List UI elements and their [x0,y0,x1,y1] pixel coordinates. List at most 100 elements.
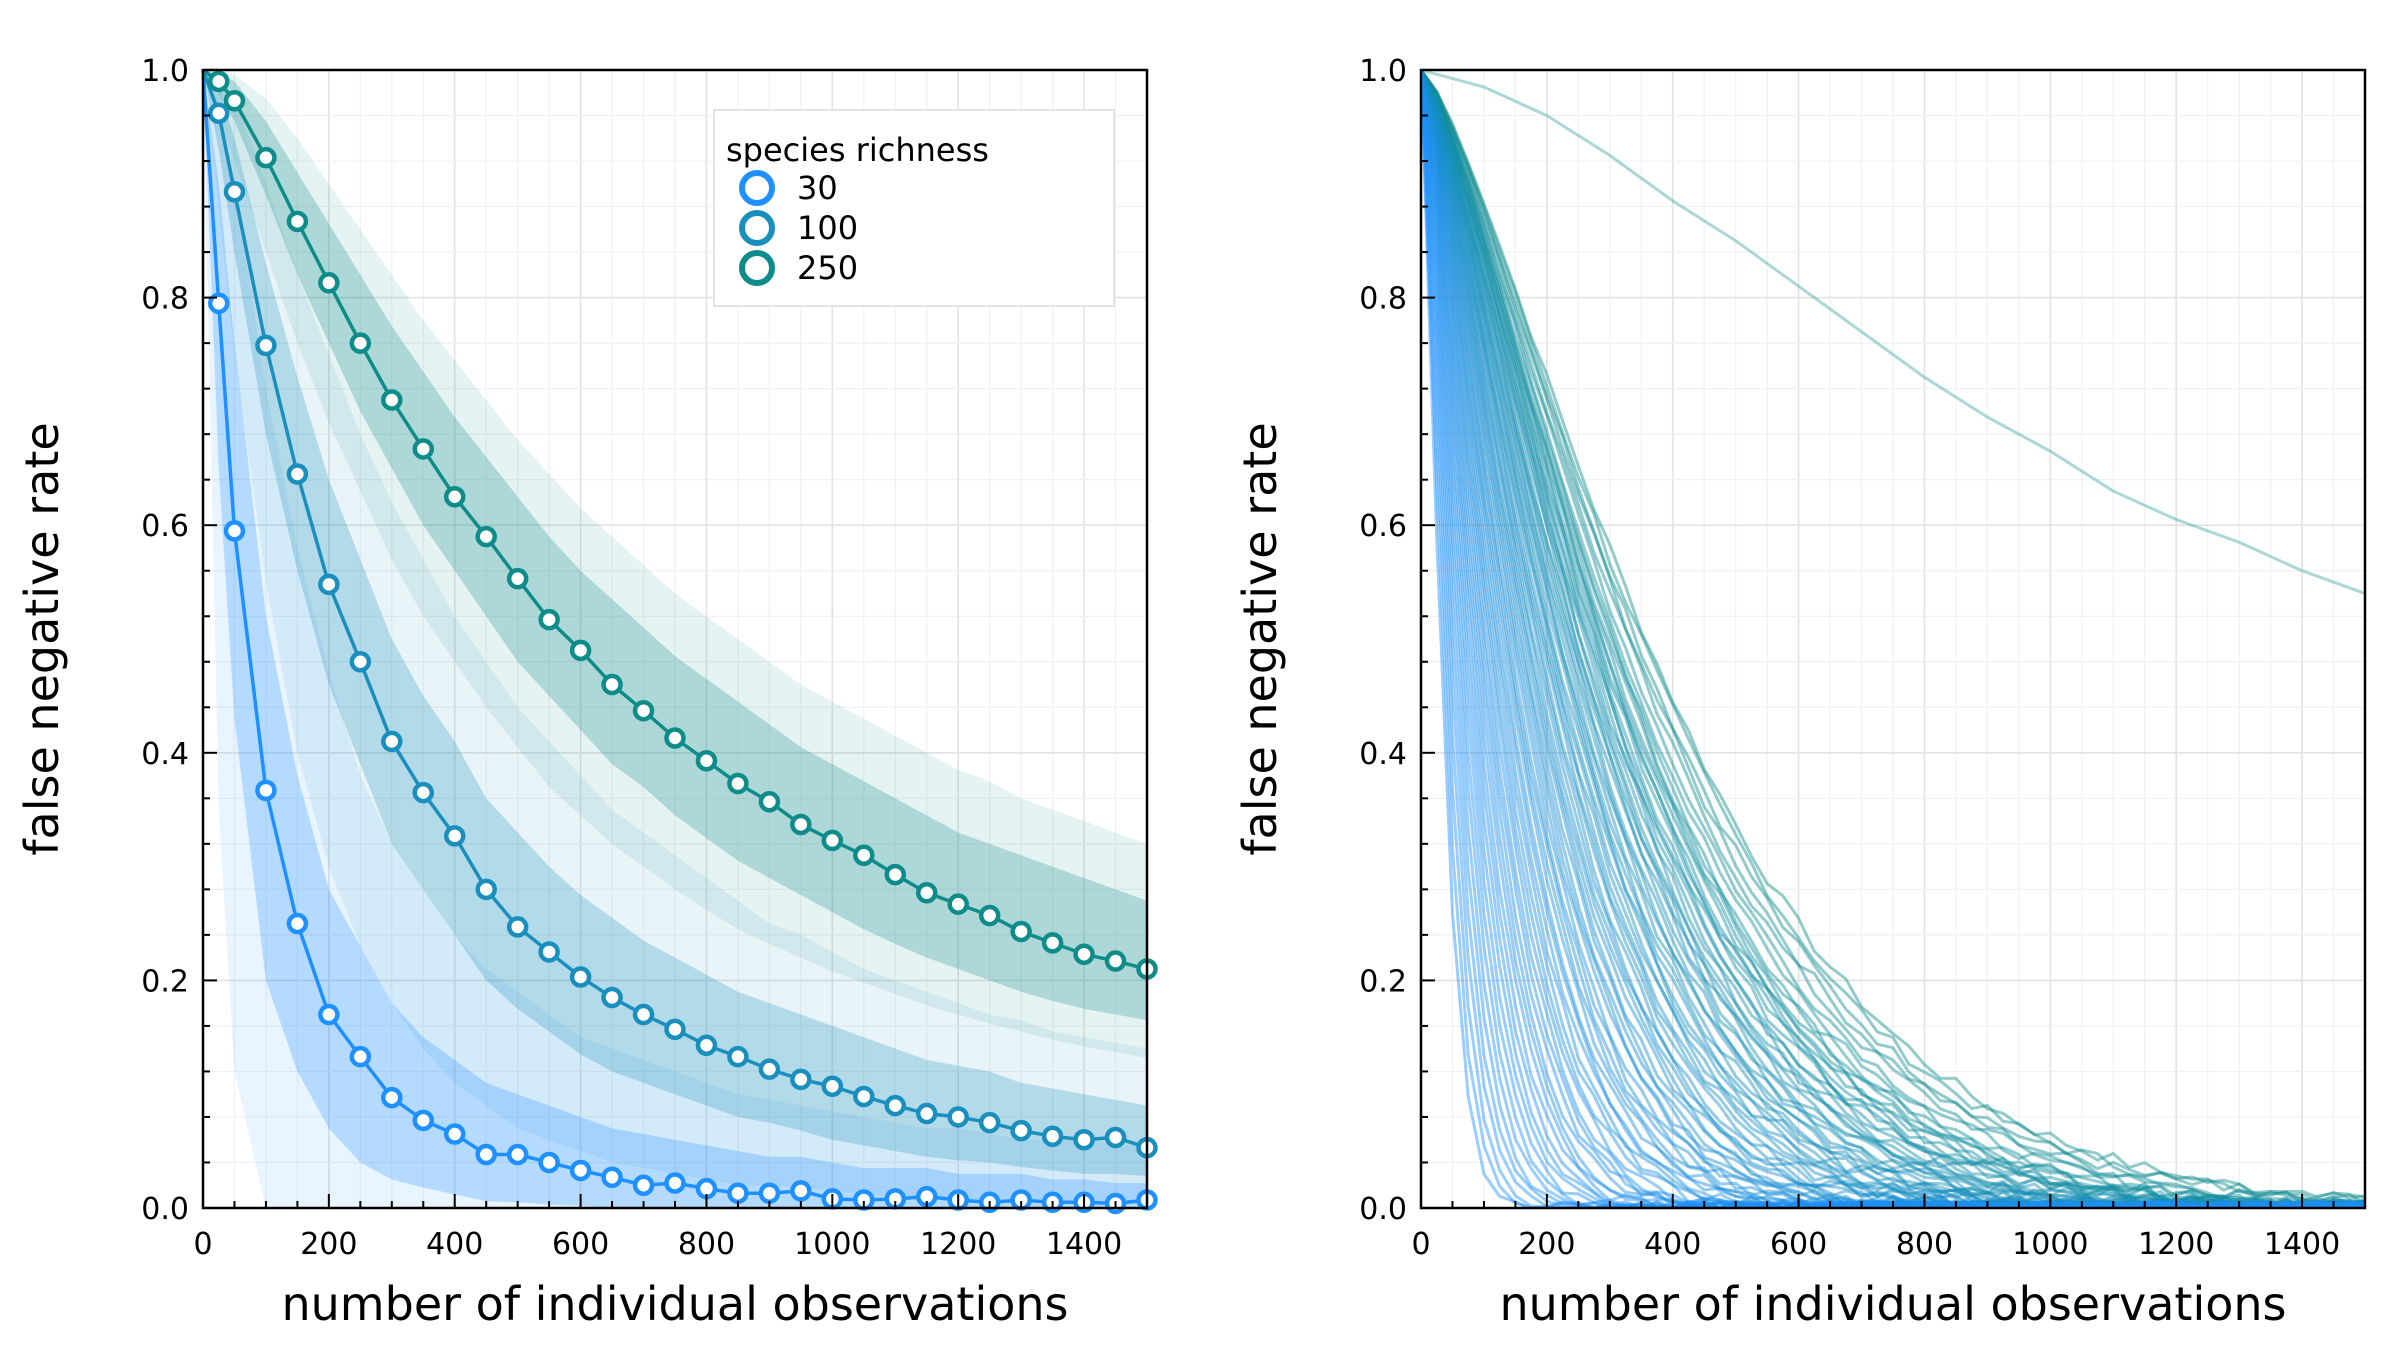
data-point-30 [475,1143,497,1166]
data-point-250 [443,486,466,508]
legend-box [713,109,1115,307]
data-point-100 [915,1102,938,1125]
x-tick-label: 600 [552,1227,609,1262]
x-tick-label: 0 [193,1227,212,1262]
data-point-250 [727,772,749,795]
data-point-250 [207,70,230,93]
realization-line [1421,70,2365,1206]
left-x-axis-label: number of individual observations [282,1277,1069,1331]
data-point-250 [884,863,907,886]
realization-line [1421,70,2365,1208]
x-tick-label: 1200 [2138,1227,2214,1262]
left-tick-labels: 0 200 400 600 800 1000 1200 1400 0.0 0.2 0.4 0.6 0.8… [141,54,1122,1262]
data-point-100 [569,966,592,988]
data-point-250 [915,882,938,904]
data-point-250 [223,89,246,112]
data-point-100 [1073,1128,1095,1151]
y-tick-label: 0.2 [1359,964,1407,999]
legend-marker-100 [739,210,775,246]
realization-line [1421,70,2365,1208]
data-point-100 [412,781,435,804]
right-axis-ticks [1420,69,2366,1209]
realization-line [1421,70,2365,1208]
y-tick-label: 0.4 [1359,737,1407,772]
right-x-axis-label: number of individual observations [1500,1277,2287,1331]
data-point-100 [853,1085,875,1108]
data-point-30 [443,1123,466,1145]
y-tick-label: 0.2 [141,964,189,999]
data-point-100 [223,181,246,203]
outlier-realization-line [1421,70,2365,595]
data-point-30 [538,1151,560,1174]
data-point-250 [790,813,812,836]
data-point-250 [412,438,435,460]
right-chart-panel: 0 200 400 600 800 1000 1200 1400 0.0 0.2 0.4 0.6 0.8… [1233,54,2367,1331]
left-axis-ticks [202,69,1148,1209]
band-outer-100 [203,70,1147,1205]
data-point-100 [664,1018,686,1041]
data-point-30 [412,1109,435,1132]
data-point-250 [632,699,655,722]
realization-line [1421,70,2365,1208]
data-point-30 [318,1003,340,1026]
data-point-100 [1010,1119,1032,1142]
band-inner-250 [203,70,1147,1021]
data-point-30 [255,779,277,802]
data-point-30 [506,1143,529,1166]
data-point-30 [349,1045,372,1068]
data-point-30 [569,1159,592,1182]
data-point-100 [727,1045,749,1068]
data-point-100 [506,916,529,938]
data-point-250 [538,608,560,631]
legend-label-30: 30 [797,169,838,207]
right-y-axis-label: false negative rate [1233,422,1287,855]
legend-item-30: 30 [739,169,838,207]
realization-line [1421,70,2365,1208]
x-tick-label: 1400 [2264,1227,2340,1262]
band-outer-250 [203,70,1147,1058]
realization-line [1421,70,2365,1208]
x-tick-label: 1200 [920,1227,996,1262]
x-tick-label: 400 [1644,1227,1701,1262]
data-point-100 [1104,1126,1127,1149]
x-tick-label: 800 [678,1227,735,1262]
realization-line [1421,70,2365,1208]
realization-line [1421,70,2365,1208]
data-point-250 [853,844,875,866]
realization-line [1421,70,2365,1208]
data-point-100 [349,651,372,673]
realization-line [1421,70,2365,1208]
data-point-30 [727,1182,749,1204]
data-point-250 [664,727,686,749]
y-tick-label: 0.6 [1359,509,1407,544]
data-point-100 [286,463,309,485]
data-point-250 [1041,932,1064,954]
data-point-30 [286,912,309,935]
data-point-100 [758,1058,781,1080]
data-point-100 [695,1034,718,1057]
left-series-points [207,70,1158,1215]
legend-item-100: 100 [739,209,858,247]
data-point-100 [947,1106,969,1128]
data-point-100 [255,334,277,357]
left-confidence-bands [203,70,1147,1208]
data-point-30 [758,1182,781,1204]
legend-marker-250 [739,250,775,286]
data-point-100 [443,825,466,847]
legend-item-250: 250 [739,249,858,287]
realization-line [1421,70,2365,1208]
realization-line [1421,70,2365,1208]
realization-line [1421,70,2365,1208]
data-point-250 [947,893,969,915]
y-tick-label: 1.0 [1359,54,1407,89]
data-point-100 [1041,1125,1064,1148]
x-tick-label: 200 [300,1227,357,1262]
data-point-250 [1104,950,1127,972]
x-tick-label: 1000 [2012,1227,2088,1262]
x-tick-label: 0 [1411,1227,1430,1262]
legend-label-250: 250 [797,249,858,287]
realization-line [1421,70,2365,1208]
data-point-250 [601,673,623,696]
realization-line [1421,70,2365,1208]
legend-title: species richness [726,131,989,169]
